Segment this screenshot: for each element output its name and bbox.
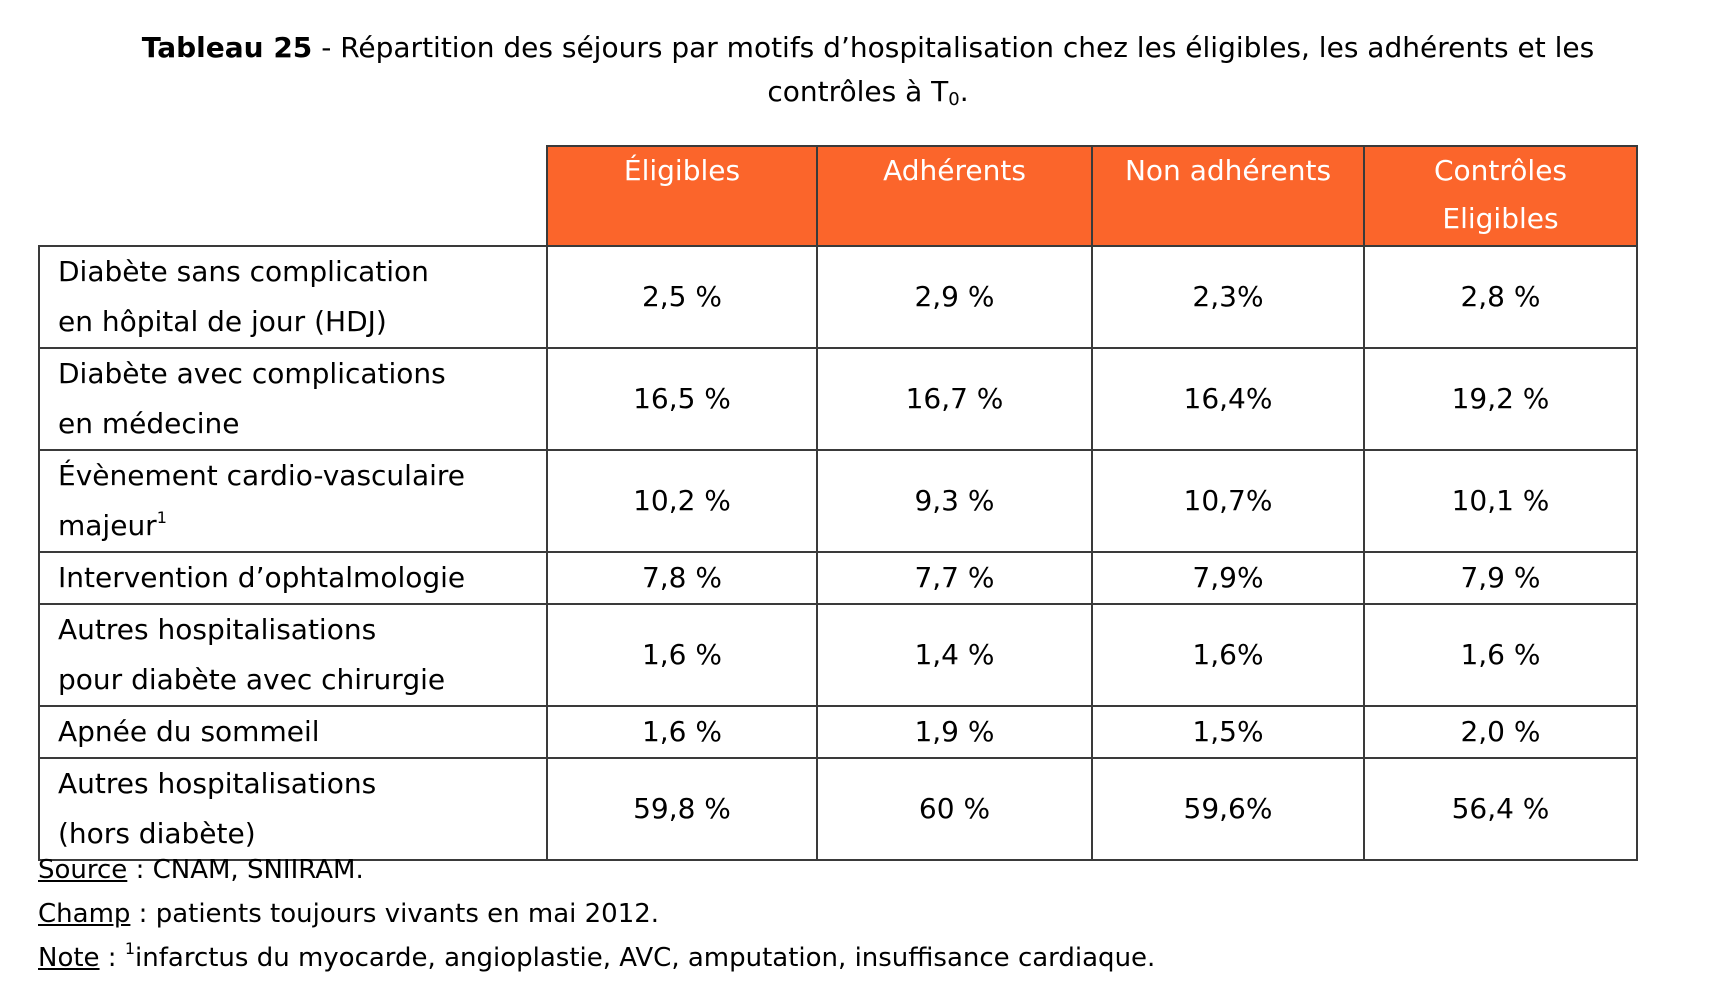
hospitalisation-table: Éligibles Adhérents Non adhérents Contrô… xyxy=(38,145,1638,861)
footnote: Note : 1infarctus du myocarde, angioplas… xyxy=(38,939,1156,974)
table-row: Évènement cardio-vasculaire majeur1 10,2 … xyxy=(38,449,1638,553)
row-label: Diabète avec complications en médecine xyxy=(38,347,548,451)
table-row: Intervention d’ophtalmologie 7,8 % 7,7 %… xyxy=(38,551,1638,605)
cell-value: 59,6% xyxy=(1091,757,1365,861)
cell-value: 1,4 % xyxy=(816,603,1093,707)
row-label: Autres hospitalisations pour diabète avec… xyxy=(38,603,548,707)
title-line-2: contrôles à T0. xyxy=(767,75,969,110)
table-row: Diabète avec complications en médecine 16… xyxy=(38,347,1638,451)
source-note: Source : CNAM, SNIIRAM. xyxy=(38,855,364,885)
cell-value: 2,0 % xyxy=(1363,705,1638,759)
footnote-marker: 1 xyxy=(156,508,167,527)
row-label: Apnée du sommeil xyxy=(38,705,548,759)
cell-value: 1,5% xyxy=(1091,705,1365,759)
cell-value: 2,9 % xyxy=(816,245,1093,349)
cell-value: 59,8 % xyxy=(546,757,818,861)
header-corner xyxy=(39,146,547,247)
cell-value: 7,9 % xyxy=(1363,551,1638,605)
header-adherents: Adhérents xyxy=(816,145,1093,247)
cell-value: 16,7 % xyxy=(816,347,1093,451)
title-line-1: Tableau 25 - Répartition des séjours par… xyxy=(142,31,1595,64)
note-label: Note xyxy=(38,943,100,973)
cell-value: 7,7 % xyxy=(816,551,1093,605)
champ-label: Champ xyxy=(38,899,131,929)
cell-value: 1,9 % xyxy=(816,705,1093,759)
cell-value: 56,4 % xyxy=(1363,757,1638,861)
table-row: Autres hospitalisations (hors diabète) 59… xyxy=(38,757,1638,861)
cell-value: 7,8 % xyxy=(546,551,818,605)
cell-value: 16,4% xyxy=(1091,347,1365,451)
cell-value: 10,7% xyxy=(1091,449,1365,553)
table-title: Tableau 25 - Répartition des séjours par… xyxy=(0,26,1736,114)
cell-value: 2,8 % xyxy=(1363,245,1638,349)
table-row: Autres hospitalisations pour diabète avec… xyxy=(38,603,1638,707)
cell-value: 1,6 % xyxy=(1363,603,1638,707)
row-label: Évènement cardio-vasculaire majeur1 xyxy=(38,449,548,553)
row-label: Autres hospitalisations (hors diabète) xyxy=(38,757,548,861)
row-label: Diabète sans complication en hôpital de j… xyxy=(38,245,548,349)
source-label: Source xyxy=(38,855,128,885)
table-notes: Source : CNAM, SNIIRAM. Champ : patients… xyxy=(38,848,1155,980)
cell-value: 10,1 % xyxy=(1363,449,1638,553)
cell-value: 10,2 % xyxy=(546,449,818,553)
cell-value: 16,5 % xyxy=(546,347,818,451)
header-row: Éligibles Adhérents Non adhérents Contrô… xyxy=(39,145,1638,247)
cell-value: 9,3 % xyxy=(816,449,1093,553)
title-text: - Répartition des séjours par motifs d’h… xyxy=(312,31,1595,64)
cell-value: 1,6 % xyxy=(546,705,818,759)
row-label: Intervention d’ophtalmologie xyxy=(38,551,548,605)
champ-note: Champ : patients toujours vivants en mai… xyxy=(38,899,660,929)
table-row: Diabète sans complication en hôpital de j… xyxy=(38,245,1638,349)
table-row: Apnée du sommeil 1,6 % 1,9 % 1,5% 2,0 % xyxy=(38,705,1638,759)
cell-value: 7,9% xyxy=(1091,551,1365,605)
header-eligibles: Éligibles xyxy=(546,145,818,247)
table-number: Tableau 25 xyxy=(141,31,313,64)
footnote-marker: 1 xyxy=(124,939,136,958)
header-controles-eligibles: Contrôles Eligibles xyxy=(1363,145,1638,247)
cell-value: 1,6 % xyxy=(546,603,818,707)
cell-value: 19,2 % xyxy=(1363,347,1638,451)
header-non-adherents: Non adhérents xyxy=(1091,145,1365,247)
cell-value: 1,6% xyxy=(1091,603,1365,707)
cell-value: 2,5 % xyxy=(546,245,818,349)
cell-value: 60 % xyxy=(816,757,1093,861)
cell-value: 2,3% xyxy=(1091,245,1365,349)
